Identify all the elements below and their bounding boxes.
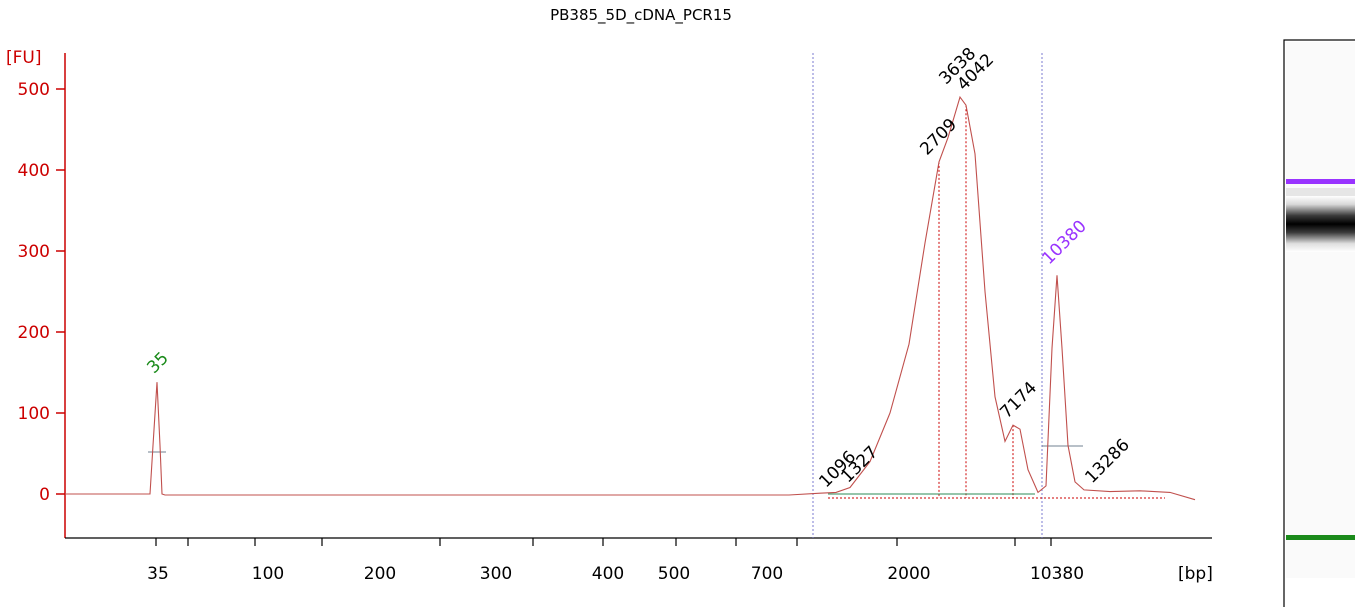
- peak-label: 35: [143, 348, 172, 377]
- gel-upper-marker-band: [1286, 179, 1355, 184]
- peak-label: 7174: [996, 378, 1041, 423]
- y-tick-label: 500: [18, 80, 50, 100]
- x-tick-label: 100: [252, 564, 284, 584]
- x-tick-label: 2000: [887, 564, 930, 584]
- gel-lower-marker-band: [1286, 535, 1355, 540]
- y-tick-label: 300: [18, 242, 50, 262]
- x-tick-label: 700: [751, 564, 783, 584]
- x-tick-label: 400: [592, 564, 624, 584]
- x-axis-label: [bp]: [1178, 564, 1213, 584]
- peak-label: 13286: [1081, 435, 1133, 487]
- peak-label: 10380: [1038, 216, 1090, 268]
- y-tick-label: 200: [18, 323, 50, 343]
- y-tick-label: 400: [18, 161, 50, 181]
- gel-image: [1283, 39, 1355, 607]
- gel-main-band: [1286, 196, 1355, 252]
- x-tick-label: 35: [147, 564, 169, 584]
- gel-faint-band: [1286, 188, 1355, 198]
- chart-title: PB385_5D_cDNA_PCR15: [550, 6, 732, 25]
- electropherogram-trace: [65, 95, 1196, 501]
- y-tick-label: 0: [39, 485, 50, 505]
- x-tick-label: 500: [658, 564, 690, 584]
- x-tick-label: 10380: [1030, 564, 1084, 584]
- y-axis-label: [FU]: [6, 48, 42, 68]
- x-tick-label: 200: [364, 564, 396, 584]
- x-tick-label: 300: [480, 564, 512, 584]
- y-tick-label: 100: [18, 404, 50, 424]
- peak-label: 2709: [916, 115, 961, 160]
